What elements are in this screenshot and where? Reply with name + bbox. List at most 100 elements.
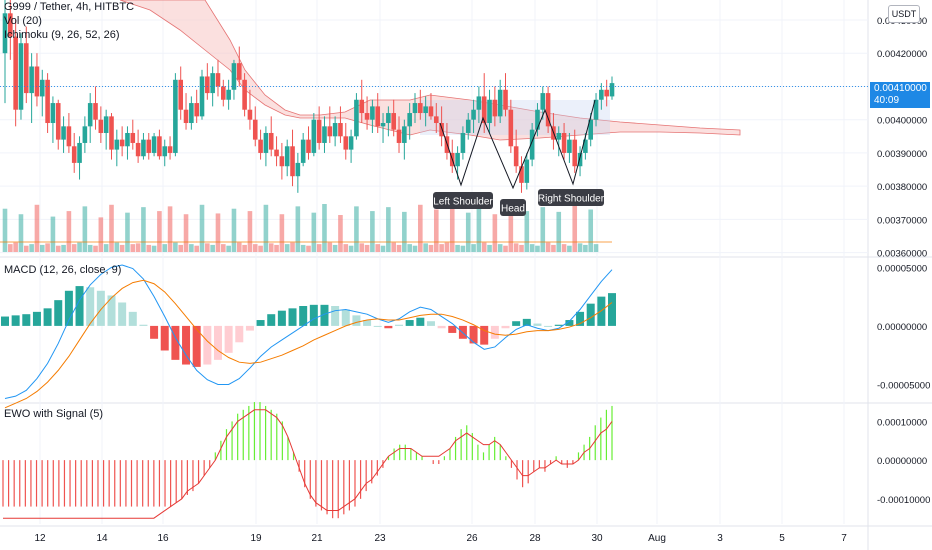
candle-body[interactable] (290, 146, 295, 177)
candle-body[interactable] (306, 139, 311, 153)
candle-body[interactable] (183, 109, 189, 124)
symbol-label[interactable]: G999 / Tether, 4h, HITBTC (4, 1, 135, 13)
macd-pane[interactable] (1, 264, 616, 409)
candle-body[interactable] (295, 162, 301, 177)
candle-body[interactable] (476, 96, 482, 110)
candle-body[interactable] (279, 156, 285, 167)
candle-body[interactable] (471, 109, 476, 120)
candle-body[interactable] (98, 119, 104, 133)
candle-body[interactable] (82, 126, 88, 143)
time-axis[interactable]: 12 14 16 19 21 23 26 28 30 Aug 3 5 7 (34, 533, 847, 544)
candle-body[interactable] (274, 149, 279, 157)
candle-body[interactable] (45, 79, 50, 124)
candle-body[interactable] (412, 103, 418, 114)
candle-body[interactable] (178, 79, 184, 110)
candle-body[interactable] (327, 126, 333, 137)
candle-body[interactable] (103, 116, 109, 133)
candle-body[interactable] (268, 132, 274, 150)
candle-body[interactable] (481, 96, 487, 124)
candle-body[interactable] (2, 13, 8, 54)
candle-body[interactable] (210, 73, 215, 94)
candle-body[interactable] (205, 76, 210, 94)
candle-body[interactable] (508, 109, 514, 147)
currency-badge[interactable]: USDT (888, 5, 920, 23)
candle-body[interactable] (609, 83, 615, 97)
candle-body[interactable] (242, 79, 247, 110)
candle-body[interactable] (567, 139, 572, 153)
candle-body[interactable] (130, 132, 136, 143)
candle-body[interactable] (460, 132, 466, 153)
candle-body[interactable] (540, 93, 546, 110)
candle-body[interactable] (593, 99, 599, 120)
candle-body[interactable] (34, 66, 40, 97)
candle-body[interactable] (364, 113, 370, 120)
candle-body[interactable] (311, 119, 317, 153)
candle-body[interactable] (322, 126, 327, 143)
candle-body[interactable] (503, 89, 508, 110)
macd-label[interactable]: MACD (12, 26, close, 9) (4, 264, 122, 276)
candle-body[interactable] (391, 113, 396, 130)
ewo-label[interactable]: EWO with Signal (5) (4, 408, 104, 420)
candle-body[interactable] (492, 99, 498, 117)
candle-body[interactable] (545, 93, 551, 127)
candle-body[interactable] (77, 142, 82, 163)
candle-body[interactable] (167, 146, 173, 153)
ewo-pane[interactable] (2, 402, 613, 519)
candle-body[interactable] (194, 103, 199, 117)
candle-body[interactable] (338, 123, 343, 137)
candle-body[interactable] (39, 79, 45, 97)
candle-body[interactable] (465, 119, 471, 133)
candle-body[interactable] (252, 119, 258, 140)
candle-body[interactable] (61, 126, 66, 140)
candle-body[interactable] (343, 136, 349, 150)
candle-body[interactable] (497, 89, 503, 117)
candle-body[interactable] (226, 89, 231, 100)
candle-body[interactable] (221, 86, 226, 100)
candle-body[interactable] (141, 139, 146, 157)
candle-body[interactable] (561, 132, 567, 153)
candle-body[interactable] (556, 132, 562, 140)
candle-body[interactable] (386, 113, 391, 124)
candle-body[interactable] (418, 103, 423, 114)
candle-body[interactable] (55, 103, 61, 140)
candle-body[interactable] (157, 136, 162, 157)
candle-body[interactable] (316, 119, 322, 143)
candle-body[interactable] (300, 139, 306, 163)
candle-body[interactable] (428, 106, 434, 117)
candle-body[interactable] (572, 139, 578, 167)
candle-body[interactable] (487, 99, 492, 124)
candle-body[interactable] (173, 79, 178, 153)
candle-body[interactable] (162, 146, 168, 157)
candle-body[interactable] (519, 166, 524, 183)
candle-body[interactable] (599, 89, 604, 100)
candle-body[interactable] (284, 146, 290, 167)
candle-body[interactable] (258, 139, 263, 153)
candle-body[interactable] (231, 63, 237, 90)
candle-body[interactable] (524, 159, 530, 183)
candle-body[interactable] (439, 123, 444, 137)
candle-body[interactable] (263, 132, 269, 153)
candle-body[interactable] (423, 106, 428, 114)
candle-body[interactable] (66, 126, 72, 147)
candle-body[interactable] (146, 139, 152, 153)
volume-label[interactable]: Vol (20) (4, 15, 42, 27)
candle-body[interactable] (93, 103, 98, 120)
candle-body[interactable] (247, 109, 253, 120)
candle-body[interactable] (87, 103, 93, 127)
candle-body[interactable] (535, 109, 540, 130)
candle-body[interactable] (29, 66, 34, 94)
candle-body[interactable] (189, 103, 194, 124)
candle-body[interactable] (215, 73, 221, 87)
candle-body[interactable] (119, 139, 125, 147)
candle-body[interactable] (577, 152, 583, 167)
candle-body[interactable] (583, 139, 588, 153)
candle-body[interactable] (199, 76, 205, 117)
candle-body[interactable] (588, 119, 594, 140)
candle-body[interactable] (359, 99, 365, 114)
candle-body[interactable] (50, 103, 56, 124)
candle-body[interactable] (135, 142, 141, 157)
candle-body[interactable] (396, 129, 402, 143)
candle-body[interactable] (455, 152, 460, 167)
candle-body[interactable] (332, 123, 338, 137)
candle-body[interactable] (380, 123, 386, 127)
